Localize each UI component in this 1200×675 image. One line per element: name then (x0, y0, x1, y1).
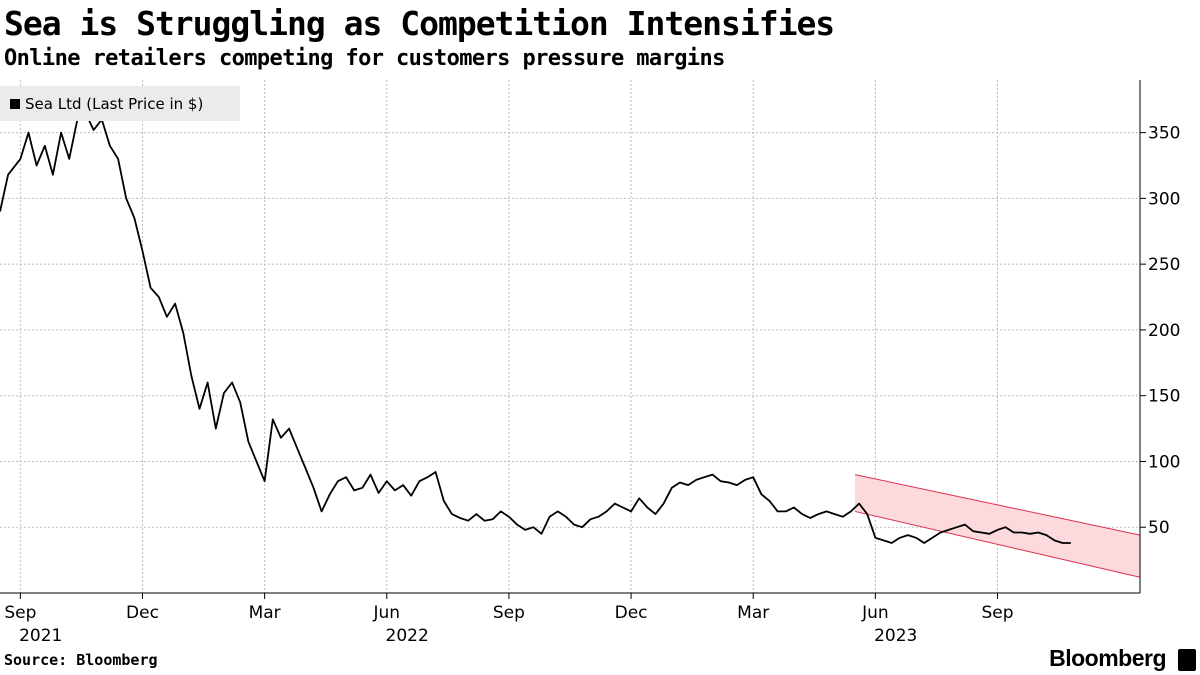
year-label: 2021 (19, 626, 62, 646)
x-tick-label: Jun (861, 603, 889, 623)
legend: Sea Ltd (Last Price in $) (0, 86, 240, 121)
x-tick-label: Mar (737, 603, 769, 623)
trend-channel-layer (854, 474, 1141, 578)
y-tick-label: 250 (1148, 255, 1180, 275)
x-tick-label: Sep (981, 603, 1013, 623)
y-tick-label: 150 (1148, 387, 1180, 407)
year-label: 2022 (386, 626, 429, 646)
trend-channel-lower (854, 510, 1141, 578)
y-tick-label: 300 (1148, 189, 1180, 209)
price-series-line (0, 112, 1071, 544)
grid-lines (0, 80, 1140, 593)
x-tick-label: Sep (493, 603, 525, 623)
axes (0, 80, 1146, 599)
x-tick-label: Mar (249, 603, 281, 623)
legend-label: Sea Ltd (Last Price in $) (25, 94, 204, 113)
x-tick-label: Dec (615, 603, 648, 623)
y-tick-label: 100 (1148, 452, 1180, 472)
price-line-layer (0, 112, 1071, 544)
chart-subtitle: Online retailers competing for customers… (4, 46, 725, 71)
tick-labels: 50 100 150 200 250 300 350 Sep Dec Mar Jun Sep Dec Ma… (4, 124, 1180, 646)
y-tick-label: 50 (1148, 518, 1170, 538)
chart-title: Sea is Struggling as Competition Intensi… (4, 4, 835, 43)
brand-logo-text: Bloomberg (1049, 645, 1166, 671)
y-tick-label: 200 (1148, 321, 1180, 341)
y-tick-label: 350 (1148, 124, 1180, 144)
x-tick-label: Jun (373, 603, 401, 623)
source-note: Source: Bloomberg (4, 651, 158, 669)
trend-channel-upper (854, 474, 1141, 536)
bloomberg-icon (1178, 649, 1196, 671)
x-tick-label: Dec (126, 603, 159, 623)
trend-channel-fill (855, 474, 1140, 578)
x-tick-label: Sep (4, 603, 36, 623)
year-label: 2023 (874, 626, 917, 646)
legend-swatch (10, 98, 20, 109)
